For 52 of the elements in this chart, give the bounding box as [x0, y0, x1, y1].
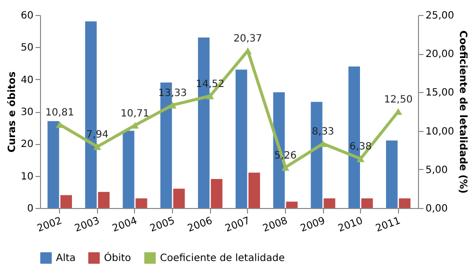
point — [131, 122, 139, 129]
point — [93, 143, 102, 150]
point — [168, 102, 176, 108]
bar — [48, 121, 60, 208]
y-tick-label: 50 — [20, 42, 34, 54]
x-tick-label: 2009 — [299, 216, 327, 235]
x-tick-label: 2002 — [36, 216, 64, 235]
bar — [386, 140, 398, 208]
y-tick-label: 20 — [20, 139, 34, 150]
data-label: 10,81 — [45, 108, 74, 119]
bar — [210, 179, 222, 208]
x-tick-label: 2006 — [186, 216, 214, 235]
bar — [248, 172, 260, 208]
x-tick-label: 2005 — [148, 216, 176, 235]
bar — [122, 130, 134, 208]
y2-tick-label: 20,00 — [426, 49, 454, 60]
x-tick-label: 2008 — [262, 216, 290, 235]
x-tick-label: 2010 — [336, 216, 364, 235]
x-tick-label: 2011 — [374, 216, 402, 235]
x-tick-label: 2007 — [224, 216, 252, 235]
legend-label: Alta — [56, 253, 76, 264]
y-tick-label: 10 — [20, 171, 34, 182]
bar — [98, 192, 110, 208]
point — [356, 155, 365, 162]
y-tick-label: 30 — [20, 107, 34, 118]
legend-label: Óbito — [104, 251, 132, 264]
bar — [60, 195, 72, 208]
y2-tick-label: 10,00 — [426, 126, 454, 138]
bar — [173, 188, 185, 208]
bar — [136, 198, 148, 208]
data-label: 12,50 — [384, 94, 413, 106]
y2-axis-title: Coeficiente de letalidade (%) — [457, 30, 468, 194]
bar — [398, 198, 410, 208]
data-label: 14,52 — [196, 78, 225, 90]
x-tick-label: 2004 — [111, 216, 139, 235]
bar — [236, 70, 248, 208]
y-tick-label: 40 — [20, 74, 34, 86]
data-label: 10,71 — [120, 108, 150, 120]
data-label: 20,37 — [233, 34, 262, 45]
y-tick-label: 0 — [27, 204, 34, 214]
bar — [324, 198, 336, 208]
x-tick-label: 2003 — [73, 216, 102, 235]
y-axis-title: Curas e óbitos — [6, 72, 18, 152]
point — [206, 92, 214, 100]
y-tick-label: 60 — [20, 10, 34, 22]
y2-tick-label: 25,00 — [426, 10, 454, 22]
bar — [286, 202, 298, 208]
y2-tick-label: 5,00 — [426, 164, 448, 176]
y2-tick-label: 0,00 — [426, 204, 448, 214]
y2-tick-label: 15,00 — [426, 88, 454, 99]
legend-label: Coeficiente de letalidade — [160, 253, 285, 264]
bar — [361, 198, 373, 208]
